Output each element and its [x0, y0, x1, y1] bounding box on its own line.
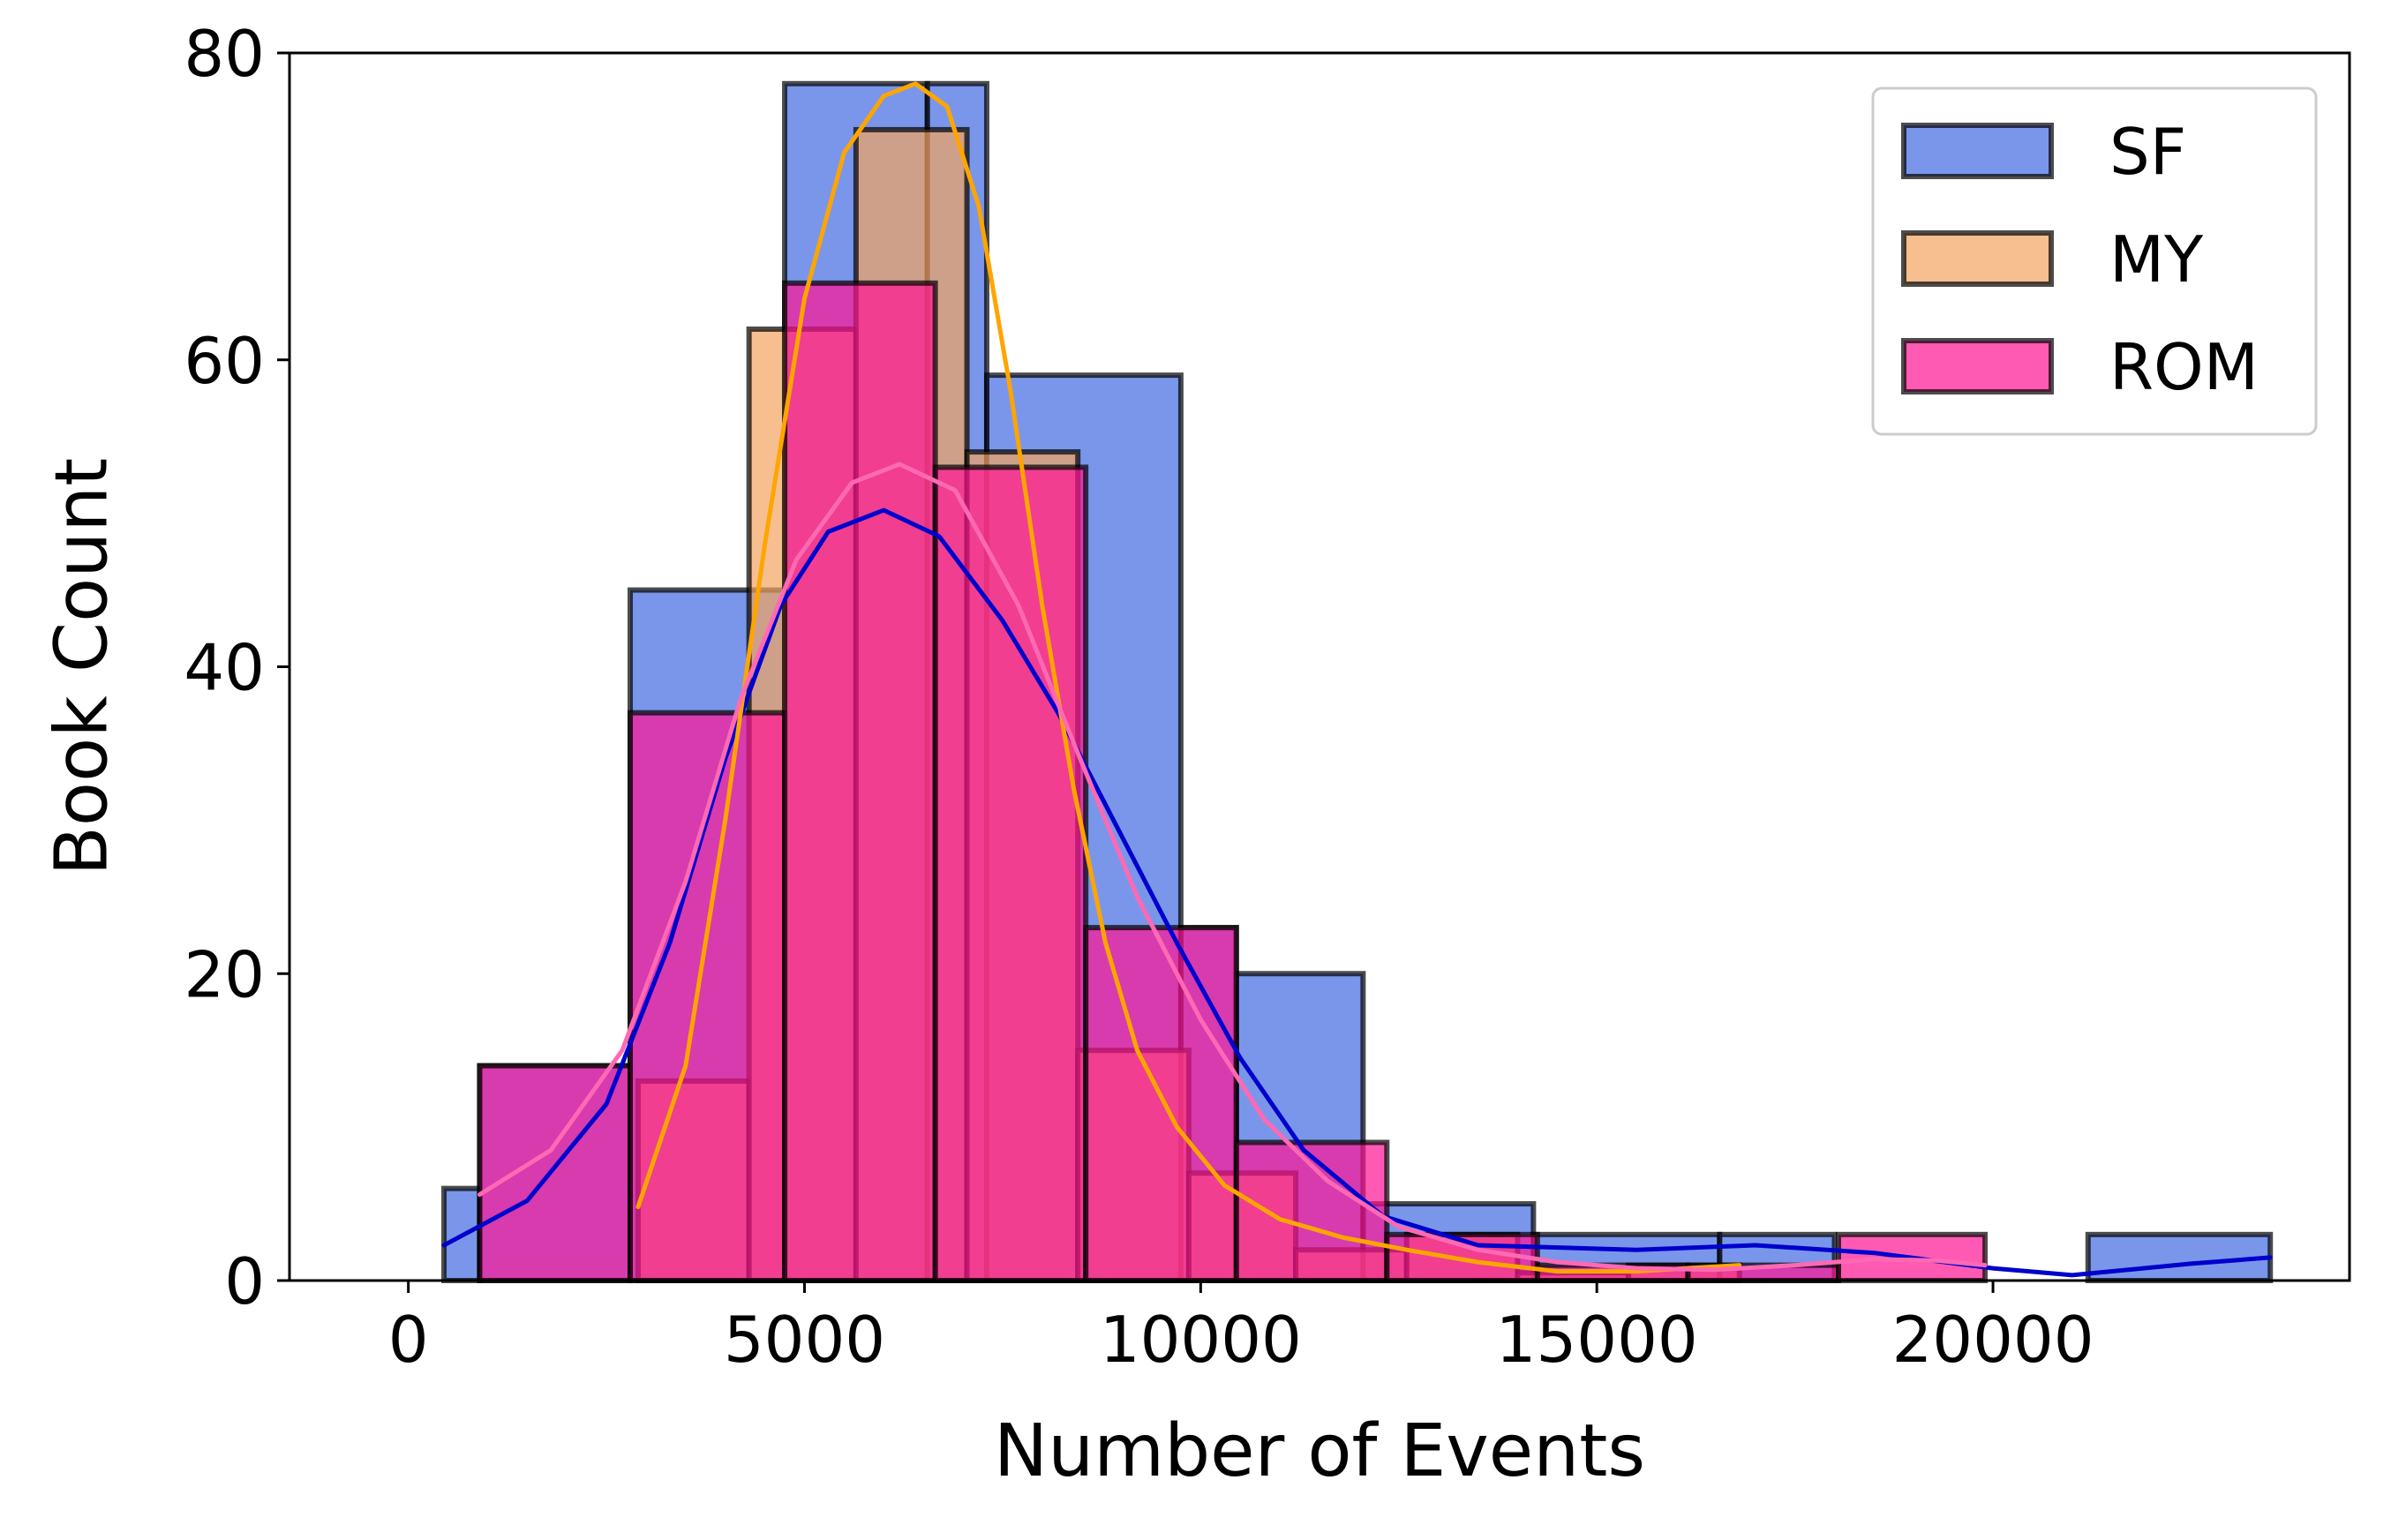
- legend-item-rom: ROM: [1901, 330, 2259, 404]
- legend-label-rom: ROM: [2109, 330, 2259, 404]
- y-axis: 0 20 40 60 80: [184, 17, 289, 1318]
- x-tick-label: 15000: [1496, 1303, 1698, 1377]
- y-tick-label: 40: [184, 631, 265, 705]
- x-tick-label: 5000: [724, 1303, 885, 1377]
- bars-layer: [441, 80, 2274, 1284]
- legend-item-my: MY: [1901, 222, 2204, 297]
- x-tick-label: 0: [388, 1303, 429, 1377]
- y-tick-label: 0: [224, 1244, 265, 1318]
- bar-rom-3: [932, 464, 1089, 1283]
- legend-label-sf: SF: [2109, 115, 2186, 189]
- bar-rom-1: [628, 710, 788, 1283]
- bar-rom-2: [782, 280, 938, 1283]
- series-rom-bars: [477, 280, 1989, 1284]
- kde-line-my: [635, 81, 1742, 1274]
- x-axis: 0 5000 10000 15000 20000: [388, 1281, 2094, 1377]
- y-tick-label: 60: [184, 324, 265, 398]
- y-tick-label: 80: [184, 17, 265, 91]
- legend-swatch-my: [1901, 230, 2054, 287]
- bar-rom-4: [1083, 925, 1239, 1284]
- y-tick-label: 20: [184, 937, 265, 1011]
- x-axis-label: Number of Events: [994, 1409, 1645, 1493]
- y-axis-label: Book Count: [40, 458, 124, 876]
- kde-layer: [441, 81, 2273, 1278]
- kde-line-sf: [441, 507, 2273, 1278]
- legend: SF MY ROM: [1871, 86, 2318, 436]
- kde-line-rom: [477, 462, 1988, 1273]
- legend-swatch-sf: [1901, 123, 2054, 179]
- legend-label-my: MY: [2109, 222, 2204, 297]
- x-tick-label: 10000: [1100, 1303, 1302, 1377]
- x-tick-label: 20000: [1892, 1303, 2094, 1377]
- legend-item-sf: SF: [1901, 115, 2186, 189]
- legend-swatch-rom: [1901, 338, 2054, 394]
